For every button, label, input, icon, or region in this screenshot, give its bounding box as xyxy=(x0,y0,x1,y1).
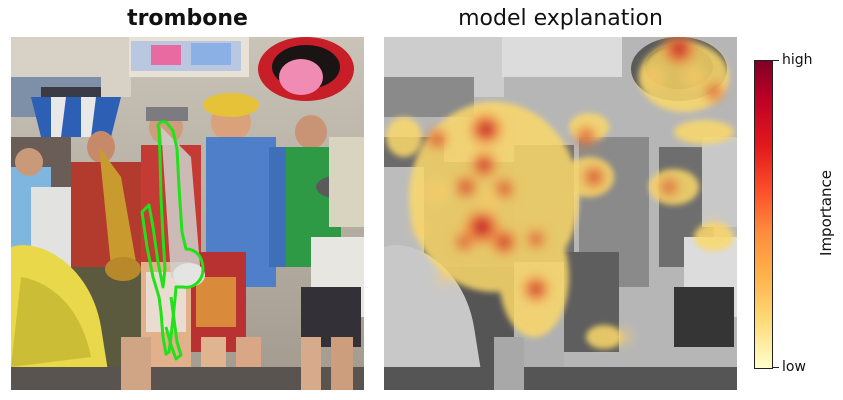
saliency-heatmap xyxy=(384,37,737,390)
colorbar-low-label: low xyxy=(782,359,806,375)
colorbar-high-label: high xyxy=(782,52,813,68)
colorbar-tick-low xyxy=(773,367,779,368)
importance-colorbar xyxy=(754,60,773,369)
original-image-panel xyxy=(11,37,364,390)
street-band-photo xyxy=(11,37,364,390)
colorbar-tick-high xyxy=(773,60,779,61)
explanation-heatmap-panel xyxy=(384,37,737,390)
trombone-outline xyxy=(140,120,205,361)
right-panel-title: model explanation xyxy=(458,6,663,31)
left-panel-title: trombone xyxy=(127,6,248,31)
colorbar-title: Importance xyxy=(817,170,835,256)
